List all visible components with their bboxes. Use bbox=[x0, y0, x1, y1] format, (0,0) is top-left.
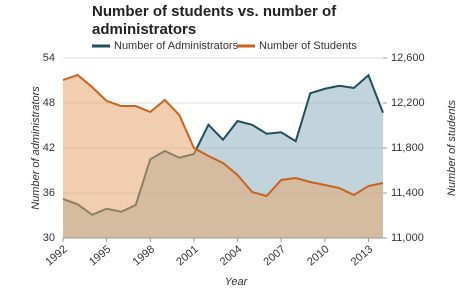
y-axis-title: Number of administrators bbox=[30, 86, 42, 210]
y2-tick-label: 11,400 bbox=[391, 187, 424, 199]
x-tick-label: 2010 bbox=[305, 243, 331, 268]
x-tick-label: 1992 bbox=[43, 243, 69, 268]
y2-tick-label: 12,600 bbox=[391, 52, 425, 64]
chart-title: Number of students vs. number of adminis… bbox=[92, 3, 337, 38]
x-tick-label: 2004 bbox=[218, 243, 244, 268]
x-tick-label: 2007 bbox=[262, 243, 288, 268]
y-tick-label: 36 bbox=[43, 187, 55, 199]
y-tick-label: 48 bbox=[43, 97, 55, 109]
area bbox=[63, 74, 383, 238]
y-tick-label: 42 bbox=[43, 142, 55, 154]
x-tick-label: 1998 bbox=[131, 243, 157, 268]
y-tick-label: 30 bbox=[43, 232, 55, 244]
x-tick-label: 2013 bbox=[349, 243, 375, 268]
legend-label: Number of Students bbox=[259, 40, 357, 52]
y2-tick-label: 11,800 bbox=[391, 142, 424, 154]
y2-tick-label: 12,200 bbox=[391, 97, 425, 109]
y2-tick-label: 11,000 bbox=[391, 232, 424, 244]
line bbox=[62, 73, 384, 198]
x-axis-title: Year bbox=[225, 276, 249, 288]
y2-axis-title: Number of students bbox=[446, 100, 458, 196]
x-tick-label: 2001 bbox=[174, 243, 200, 268]
legend-label: Number of Administrators bbox=[114, 40, 239, 52]
x-tick-label: 1995 bbox=[87, 243, 113, 268]
y-tick-label: 54 bbox=[43, 52, 55, 64]
